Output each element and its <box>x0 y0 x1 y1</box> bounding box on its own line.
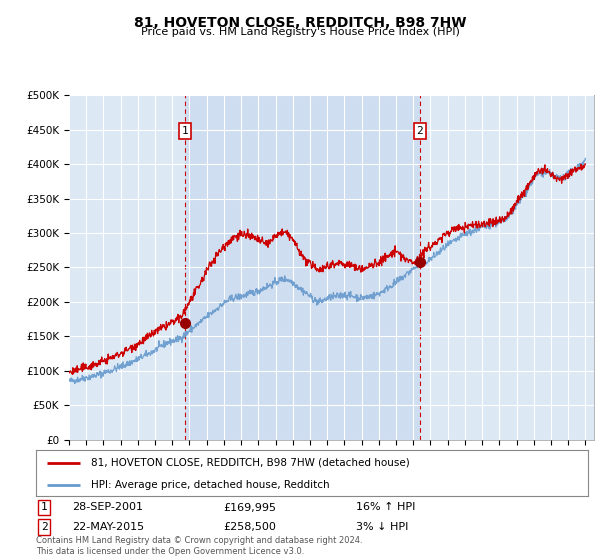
Text: Contains HM Land Registry data © Crown copyright and database right 2024.
This d: Contains HM Land Registry data © Crown c… <box>36 536 362 556</box>
Text: £169,995: £169,995 <box>224 502 277 512</box>
Text: 22-MAY-2015: 22-MAY-2015 <box>72 522 144 532</box>
Text: 2: 2 <box>41 522 47 532</box>
Text: 81, HOVETON CLOSE, REDDITCH, B98 7HW (detached house): 81, HOVETON CLOSE, REDDITCH, B98 7HW (de… <box>91 458 410 468</box>
Bar <box>185 95 420 440</box>
Text: HPI: Average price, detached house, Redditch: HPI: Average price, detached house, Redd… <box>91 480 330 491</box>
Text: Price paid vs. HM Land Registry's House Price Index (HPI): Price paid vs. HM Land Registry's House … <box>140 27 460 37</box>
Text: £258,500: £258,500 <box>224 522 277 532</box>
Text: 1: 1 <box>182 126 188 136</box>
Text: 16% ↑ HPI: 16% ↑ HPI <box>356 502 416 512</box>
Text: 3% ↓ HPI: 3% ↓ HPI <box>356 522 409 532</box>
Text: 2: 2 <box>416 126 423 136</box>
Text: 81, HOVETON CLOSE, REDDITCH, B98 7HW: 81, HOVETON CLOSE, REDDITCH, B98 7HW <box>134 16 466 30</box>
Text: 28-SEP-2001: 28-SEP-2001 <box>72 502 143 512</box>
Text: 1: 1 <box>41 502 47 512</box>
